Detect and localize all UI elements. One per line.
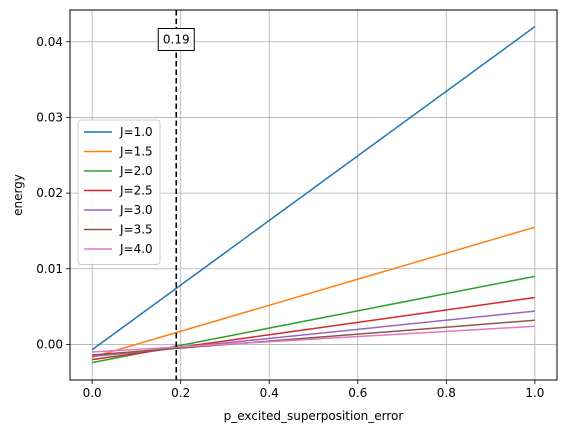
axis-ticks: 0.0 0.2 0.4 0.6 0.8 1.0 0.00 0.01 0.02 0.03 0.04	[36, 35, 544, 400]
legend-label: J=1.0	[119, 125, 153, 139]
legend-label: J=3.0	[119, 203, 153, 217]
legend-label: J=3.5	[119, 223, 153, 237]
y-tick-label: 0.00	[36, 337, 63, 351]
y-tick-label: 0.03	[36, 110, 63, 124]
legend-label: J=1.5	[119, 145, 153, 159]
legend-label: J=4.0	[119, 242, 153, 256]
x-tick-label: 0.4	[260, 386, 279, 400]
series-line-j-3-5	[92, 319, 535, 356]
threshold-marker: 0.19	[157, 10, 195, 380]
series-line-j-1-5	[91, 226, 536, 359]
y-tick-label: 0.02	[36, 186, 63, 200]
y-tick-label: 0.04	[36, 35, 63, 49]
threshold-label: 0.19	[163, 33, 190, 47]
legend-label: J=2.0	[119, 164, 153, 178]
threshold-label-box	[157, 28, 195, 52]
x-tick-label: 1.0	[525, 386, 544, 400]
y-axis-label: energy	[11, 174, 25, 216]
legend: J=1.0 J=1.5 J=2.0 J=2.5 J=3.0 J=3.5 J=4.0	[77, 119, 161, 265]
y-tick-label: 0.01	[36, 262, 63, 276]
x-tick-label: 0.6	[348, 386, 367, 400]
series-line-j-1-0	[91, 26, 536, 351]
series-line-j-4-0	[92, 325, 535, 353]
legend-label: J=2.5	[119, 184, 153, 198]
plot-frame	[69, 9, 558, 381]
series-lines	[91, 26, 536, 364]
x-axis-label: p_excited_superposition_error	[224, 409, 404, 423]
x-tick-label: 0.0	[83, 386, 102, 400]
grid-lines	[70, 10, 557, 380]
x-tick-label: 0.8	[437, 386, 456, 400]
legend-box	[77, 119, 161, 265]
x-tick-label: 0.2	[171, 386, 190, 400]
